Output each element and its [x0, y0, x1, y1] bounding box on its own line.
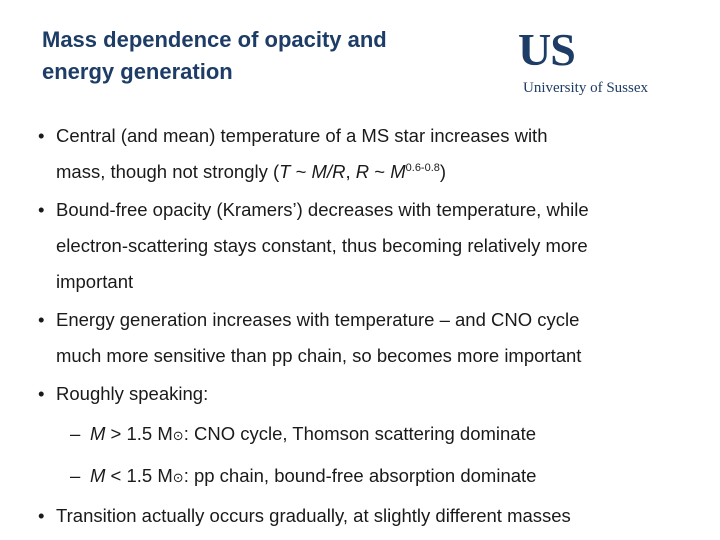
slide-title: Mass dependence of opacity and energy ge…: [42, 24, 482, 88]
text-run: : CNO cycle, Thomson scattering dominate: [183, 423, 537, 444]
text-run: ): [439, 161, 447, 182]
bullet-energy-generation: • Energy generation increases with tempe…: [38, 302, 708, 374]
bullet-text: Energy generation increases with tempera…: [56, 309, 580, 330]
university-logo: US University of Sussex: [518, 24, 686, 98]
text-run: mass, though not strongly (: [56, 161, 280, 182]
bullet-text: Roughly speaking:: [56, 383, 209, 404]
bullet-list: • Central (and mean) temperature of a MS…: [38, 118, 708, 536]
text-run: : pp chain, bound-free absorption domina…: [183, 465, 537, 486]
text-run: ~: [290, 161, 312, 182]
symbol-M-over-R: M/R: [311, 161, 346, 182]
sub-bullet-text: M > 1.5 M⊙: CNO cycle, Thomson scatterin…: [90, 414, 708, 456]
sub-bullet-dash: –: [70, 423, 81, 444]
text-run: < 1.5 M: [105, 465, 173, 486]
bullet-dot: •: [38, 505, 45, 526]
bullet-text: Central (and mean) temperature of a MS s…: [56, 125, 548, 146]
logo-mark: US: [518, 24, 576, 75]
bullet-text: much more sensitive than pp chain, so be…: [56, 345, 582, 366]
sub-bullet-high-mass: – M > 1.5 M⊙: CNO cycle, Thomson scatter…: [38, 414, 708, 456]
symbol-M: M: [390, 161, 406, 182]
bullet-dot: •: [38, 383, 45, 404]
bullet-text: Transition actually occurs gradually, at…: [56, 505, 571, 526]
bullet-roughly-speaking: • Roughly speaking:: [38, 376, 708, 412]
bullet-text: Bound-free opacity (Kramers’) decreases …: [56, 199, 589, 220]
text-run: ,: [345, 161, 356, 182]
bullet-opacity: • Bound-free opacity (Kramers’) decrease…: [38, 192, 708, 300]
bullet-temperature: • Central (and mean) temperature of a MS…: [38, 118, 708, 190]
sub-bullet-dash: –: [70, 465, 81, 486]
text-run: ~: [369, 161, 391, 182]
symbol-R: R: [355, 161, 370, 182]
title-line-2: energy generation: [42, 59, 233, 84]
bullet-transition: • Transition actually occurs gradually, …: [38, 498, 708, 534]
solar-symbol: ⊙: [172, 428, 184, 443]
bullet-dot: •: [38, 199, 45, 220]
bullet-text: electron-scattering stays constant, thus…: [56, 235, 588, 256]
symbol-T: T: [279, 161, 291, 182]
exponent: 0.6-0.8: [405, 162, 440, 174]
bullet-text: important: [56, 271, 134, 292]
sub-bullet-low-mass: – M < 1.5 M⊙: pp chain, bound-free absor…: [38, 456, 708, 498]
bullet-dot: •: [38, 125, 45, 146]
solar-symbol: ⊙: [172, 470, 184, 485]
title-line-1: Mass dependence of opacity and: [42, 27, 387, 52]
symbol-M: M: [90, 465, 106, 486]
logo-text: University of Sussex: [523, 80, 648, 96]
symbol-M: M: [90, 423, 106, 444]
bullet-text: mass, though not strongly (T ~ M/R, R ~ …: [56, 154, 708, 190]
sub-bullet-text: M < 1.5 M⊙: pp chain, bound-free absorpt…: [90, 456, 708, 498]
text-run: > 1.5 M: [105, 423, 173, 444]
bullet-dot: •: [38, 309, 45, 330]
